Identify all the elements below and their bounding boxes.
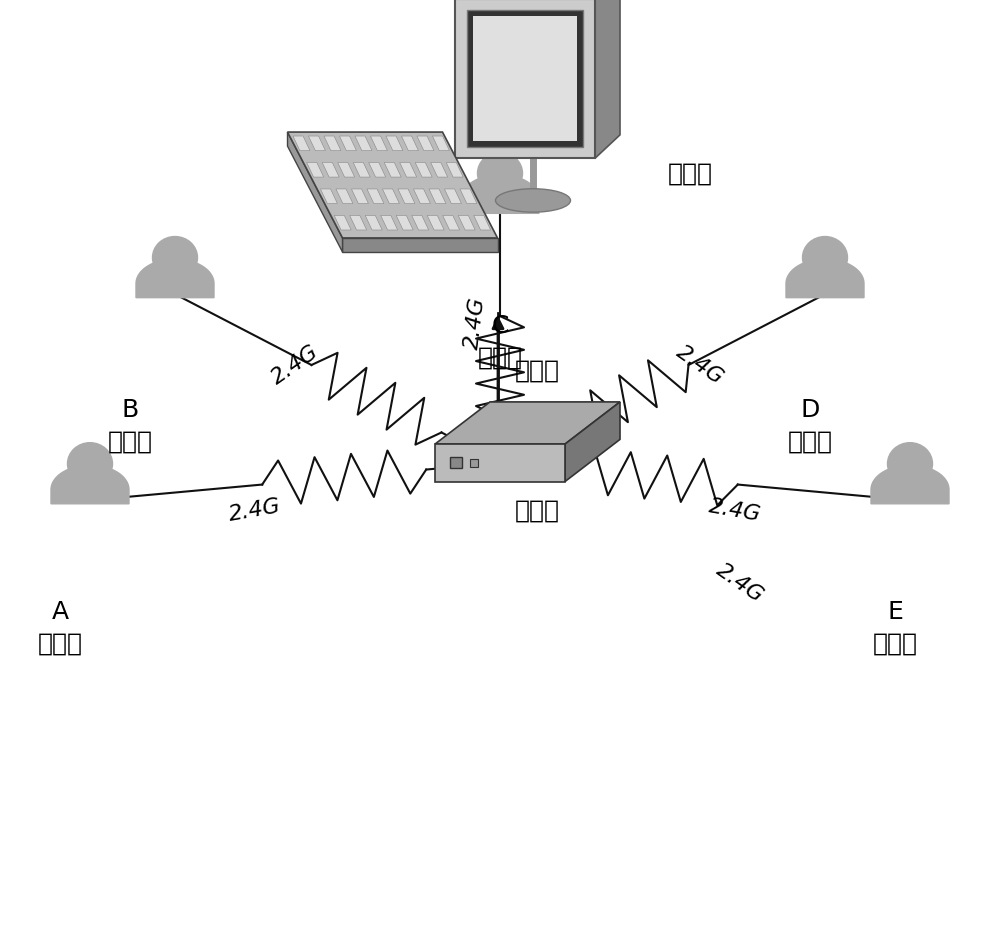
Polygon shape: [444, 190, 461, 204]
Text: 2.4G: 2.4G: [268, 342, 322, 388]
Circle shape: [802, 237, 848, 279]
Polygon shape: [458, 216, 475, 231]
Bar: [473, 17, 577, 142]
Polygon shape: [400, 163, 417, 178]
Text: 2.4G: 2.4G: [462, 296, 488, 350]
Polygon shape: [307, 163, 324, 178]
Polygon shape: [322, 163, 339, 178]
Polygon shape: [320, 190, 337, 204]
Polygon shape: [786, 260, 864, 299]
Polygon shape: [413, 190, 430, 204]
Bar: [470, 460, 478, 467]
Polygon shape: [342, 239, 498, 253]
Text: 2.4G: 2.4G: [707, 496, 763, 524]
Polygon shape: [382, 190, 399, 204]
Bar: [450, 458, 462, 469]
Polygon shape: [324, 137, 341, 152]
Polygon shape: [293, 137, 310, 152]
Text: 2.4G: 2.4G: [227, 496, 283, 524]
Polygon shape: [871, 466, 949, 505]
Polygon shape: [353, 163, 370, 178]
Polygon shape: [51, 466, 129, 505]
Circle shape: [68, 444, 112, 485]
Text: C
学生端: C 学生端: [478, 314, 522, 369]
Polygon shape: [443, 216, 460, 231]
Bar: [435, 445, 565, 482]
Bar: [819, 276, 831, 285]
Text: 收发器: 收发器: [515, 498, 560, 522]
Ellipse shape: [496, 190, 570, 213]
Polygon shape: [384, 163, 401, 178]
Text: 教师端: 教师端: [668, 161, 713, 185]
Circle shape: [478, 153, 522, 196]
Polygon shape: [350, 216, 367, 231]
Polygon shape: [351, 190, 368, 204]
Polygon shape: [381, 216, 398, 231]
Text: 2.4G: 2.4G: [673, 342, 727, 388]
Circle shape: [888, 444, 932, 485]
Polygon shape: [429, 190, 446, 204]
Circle shape: [152, 237, 198, 279]
Text: 串口线: 串口线: [515, 358, 560, 382]
Polygon shape: [288, 133, 498, 239]
Text: E
学生端: E 学生端: [872, 599, 918, 654]
Polygon shape: [386, 137, 403, 152]
Polygon shape: [435, 402, 620, 445]
Polygon shape: [396, 216, 413, 231]
Text: 2.4G: 2.4G: [713, 559, 767, 606]
Polygon shape: [460, 190, 477, 204]
Bar: [455, 0, 595, 159]
Polygon shape: [431, 163, 448, 178]
Polygon shape: [336, 190, 353, 204]
Bar: [169, 276, 181, 285]
Polygon shape: [339, 137, 356, 152]
Polygon shape: [415, 163, 432, 178]
Polygon shape: [288, 133, 342, 253]
Polygon shape: [367, 190, 384, 204]
Polygon shape: [365, 216, 382, 231]
Polygon shape: [401, 137, 418, 152]
Polygon shape: [355, 137, 372, 152]
Polygon shape: [565, 402, 620, 482]
Polygon shape: [334, 216, 351, 231]
Polygon shape: [412, 216, 429, 231]
Polygon shape: [595, 0, 620, 159]
Polygon shape: [446, 163, 463, 178]
Text: A
学生端: A 学生端: [38, 599, 82, 654]
Text: B
学生端: B 学生端: [108, 398, 152, 453]
Bar: [494, 192, 506, 200]
Polygon shape: [308, 137, 325, 152]
Polygon shape: [461, 176, 539, 214]
Polygon shape: [398, 190, 415, 204]
Polygon shape: [432, 137, 449, 152]
Text: D
学生端: D 学生端: [788, 398, 832, 453]
Polygon shape: [369, 163, 386, 178]
Polygon shape: [417, 137, 434, 152]
Polygon shape: [136, 260, 214, 299]
Polygon shape: [427, 216, 444, 231]
Polygon shape: [474, 216, 491, 231]
Polygon shape: [338, 163, 355, 178]
Bar: [467, 11, 583, 148]
Bar: [904, 482, 916, 490]
Bar: [84, 482, 96, 490]
Polygon shape: [370, 137, 387, 152]
